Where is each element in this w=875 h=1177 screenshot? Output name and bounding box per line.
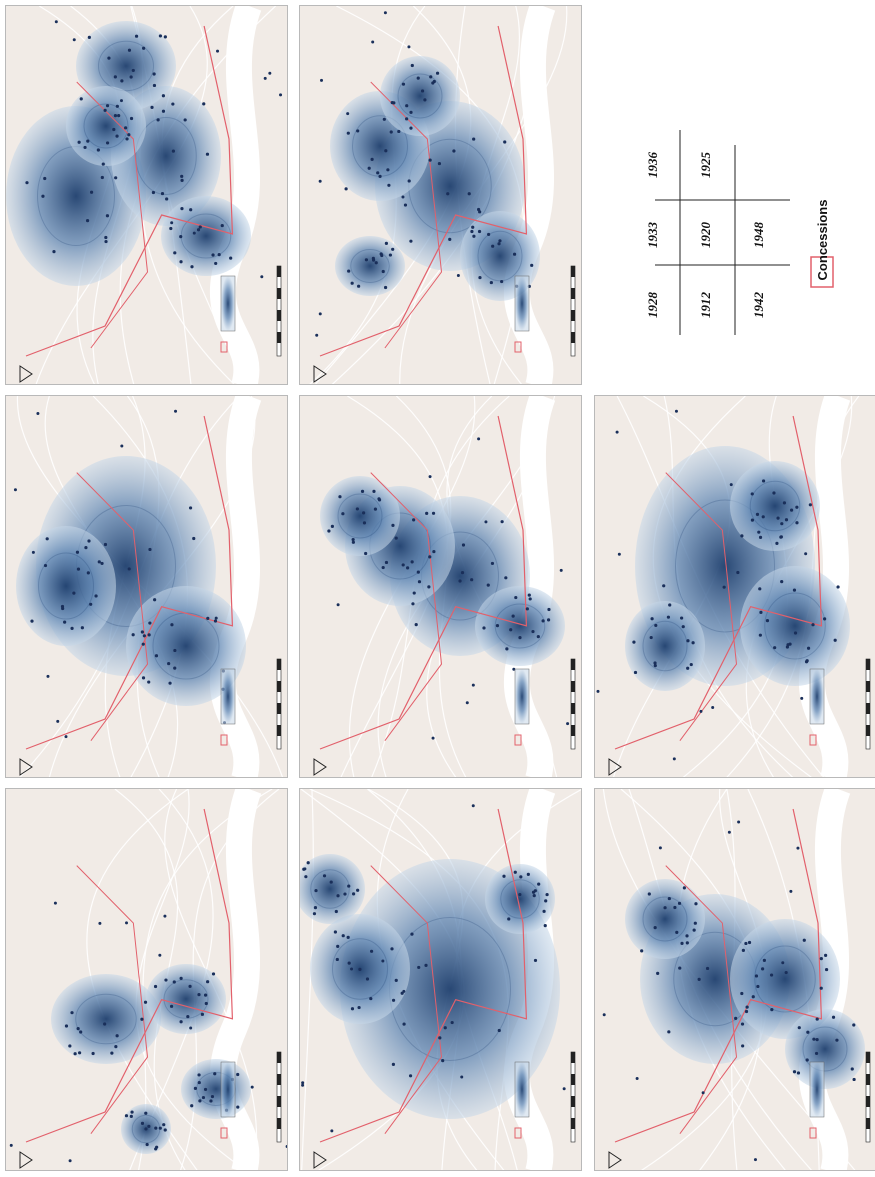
map-1912-canvas bbox=[6, 789, 287, 1170]
key-year-1920: 1920 bbox=[698, 222, 713, 249]
key-year-1933: 1933 bbox=[645, 222, 660, 249]
map-1948-canvas bbox=[595, 396, 875, 777]
map-1925-canvas bbox=[6, 6, 287, 384]
key-year-1936: 1936 bbox=[645, 152, 660, 179]
map-panel-1925 bbox=[5, 5, 288, 385]
map-panel-1933 bbox=[299, 395, 582, 778]
key-year-1942: 1942 bbox=[751, 292, 766, 319]
map-1936-canvas bbox=[300, 6, 581, 384]
map-panel-1912 bbox=[5, 788, 288, 1171]
map-1942-canvas bbox=[595, 789, 875, 1170]
map-panel-1920 bbox=[5, 395, 288, 778]
map-panel-1948 bbox=[594, 395, 875, 778]
map-1928-canvas bbox=[300, 789, 581, 1170]
map-1933-canvas bbox=[300, 396, 581, 777]
map-1920-canvas bbox=[6, 396, 287, 777]
key-year-1928: 1928 bbox=[645, 292, 660, 319]
map-panel-1942 bbox=[594, 788, 875, 1171]
concessions-legend-label: Concessions bbox=[815, 200, 830, 281]
map-panel-1936 bbox=[299, 5, 582, 385]
concessions-swatch bbox=[810, 256, 834, 288]
key-year-1912: 1912 bbox=[698, 292, 713, 319]
year-key-grid: 1925 1920 1912 1936 1933 1928 1948 1942 … bbox=[645, 130, 834, 335]
key-year-1925: 1925 bbox=[698, 152, 713, 179]
map-panel-1928 bbox=[299, 788, 582, 1171]
key-year-1948: 1948 bbox=[751, 222, 766, 249]
